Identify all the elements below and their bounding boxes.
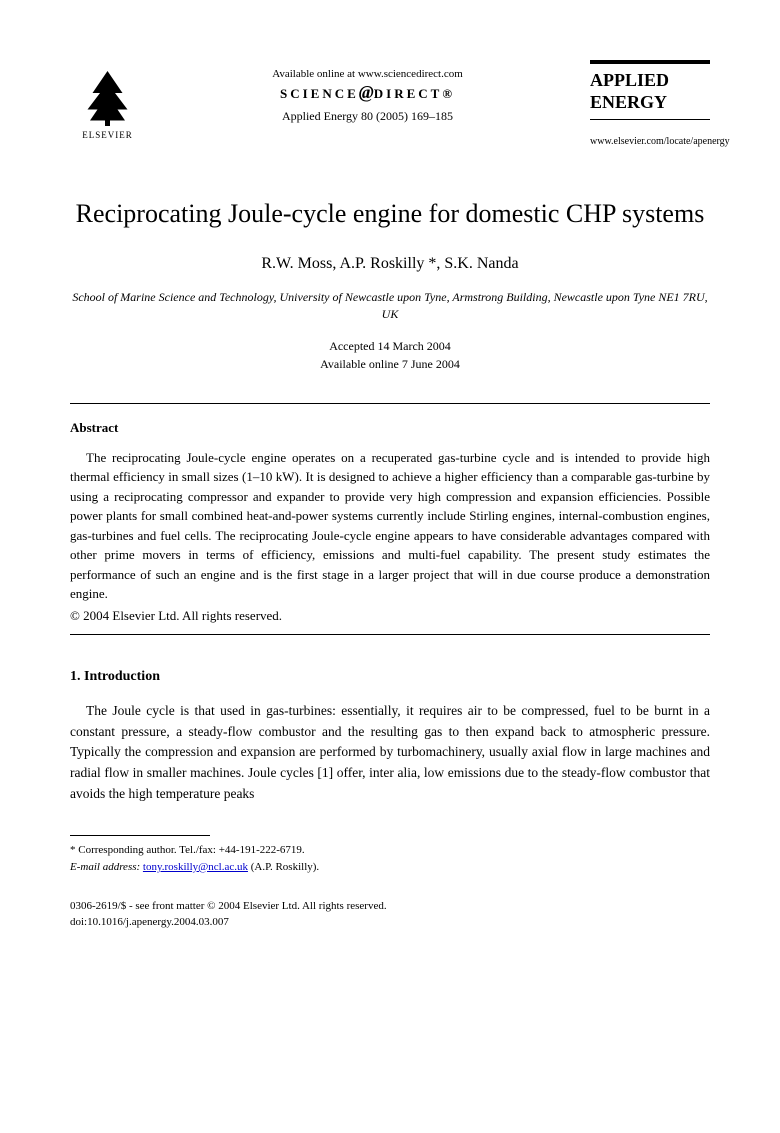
elsevier-tree-icon bbox=[83, 71, 133, 126]
journal-name-box: APPLIED ENERGY bbox=[590, 60, 710, 120]
journal-name-line2: ENERGY bbox=[590, 92, 710, 114]
abstract-heading: Abstract bbox=[70, 420, 710, 436]
separator-line bbox=[70, 403, 710, 404]
email-label: E-mail address: bbox=[70, 861, 140, 873]
corresponding-author-footnote: * Corresponding author. Tel./fax: +44-19… bbox=[70, 842, 710, 875]
abstract-text: The reciprocating Joule-cycle engine ope… bbox=[70, 448, 710, 604]
doi: doi:10.1016/j.apenergy.2004.03.007 bbox=[70, 915, 710, 930]
online-date: Available online 7 June 2004 bbox=[70, 355, 710, 373]
accepted-date: Accepted 14 March 2004 bbox=[70, 337, 710, 355]
at-symbol-icon: @ bbox=[359, 82, 374, 102]
email-suffix: (A.P. Roskilly). bbox=[251, 861, 319, 873]
corresponding-tel: * Corresponding author. Tel./fax: +44-19… bbox=[70, 842, 710, 859]
header-row: ELSEVIER Available online at www.science… bbox=[70, 60, 710, 147]
affiliation: School of Marine Science and Technology,… bbox=[70, 289, 710, 323]
available-online-text: Available online at www.sciencedirect.co… bbox=[145, 68, 590, 80]
journal-reference: Applied Energy 80 (2005) 169–185 bbox=[145, 109, 590, 124]
footnote-separator bbox=[70, 835, 210, 836]
section1-heading: 1. Introduction bbox=[70, 669, 710, 685]
email-link[interactable]: tony.roskilly@ncl.ac.uk bbox=[143, 861, 248, 873]
publication-dates: Accepted 14 March 2004 Available online … bbox=[70, 337, 710, 373]
email-line: E-mail address: tony.roskilly@ncl.ac.uk … bbox=[70, 859, 710, 876]
issn-copyright: 0306-2619/$ - see front matter © 2004 El… bbox=[70, 899, 710, 914]
journal-url[interactable]: www.elsevier.com/locate/apenergy bbox=[590, 136, 710, 147]
center-header: Available online at www.sciencedirect.co… bbox=[145, 60, 590, 124]
article-title: Reciprocating Joule-cycle engine for dom… bbox=[70, 197, 710, 231]
publisher-name: ELSEVIER bbox=[82, 130, 133, 140]
journal-box: APPLIED ENERGY www.elsevier.com/locate/a… bbox=[590, 60, 710, 147]
journal-name-line1: APPLIED bbox=[590, 70, 710, 92]
publisher-logo: ELSEVIER bbox=[70, 60, 145, 140]
science-direct-logo: SCIENCE@DIRECT® bbox=[145, 82, 590, 103]
abstract-copyright: © 2004 Elsevier Ltd. All rights reserved… bbox=[70, 608, 710, 624]
section1-text: The Joule cycle is that used in gas-turb… bbox=[70, 701, 710, 806]
footer-info: 0306-2619/$ - see front matter © 2004 El… bbox=[70, 899, 710, 930]
separator-line-2 bbox=[70, 634, 710, 635]
authors-list: R.W. Moss, A.P. Roskilly *, S.K. Nanda bbox=[70, 255, 710, 273]
